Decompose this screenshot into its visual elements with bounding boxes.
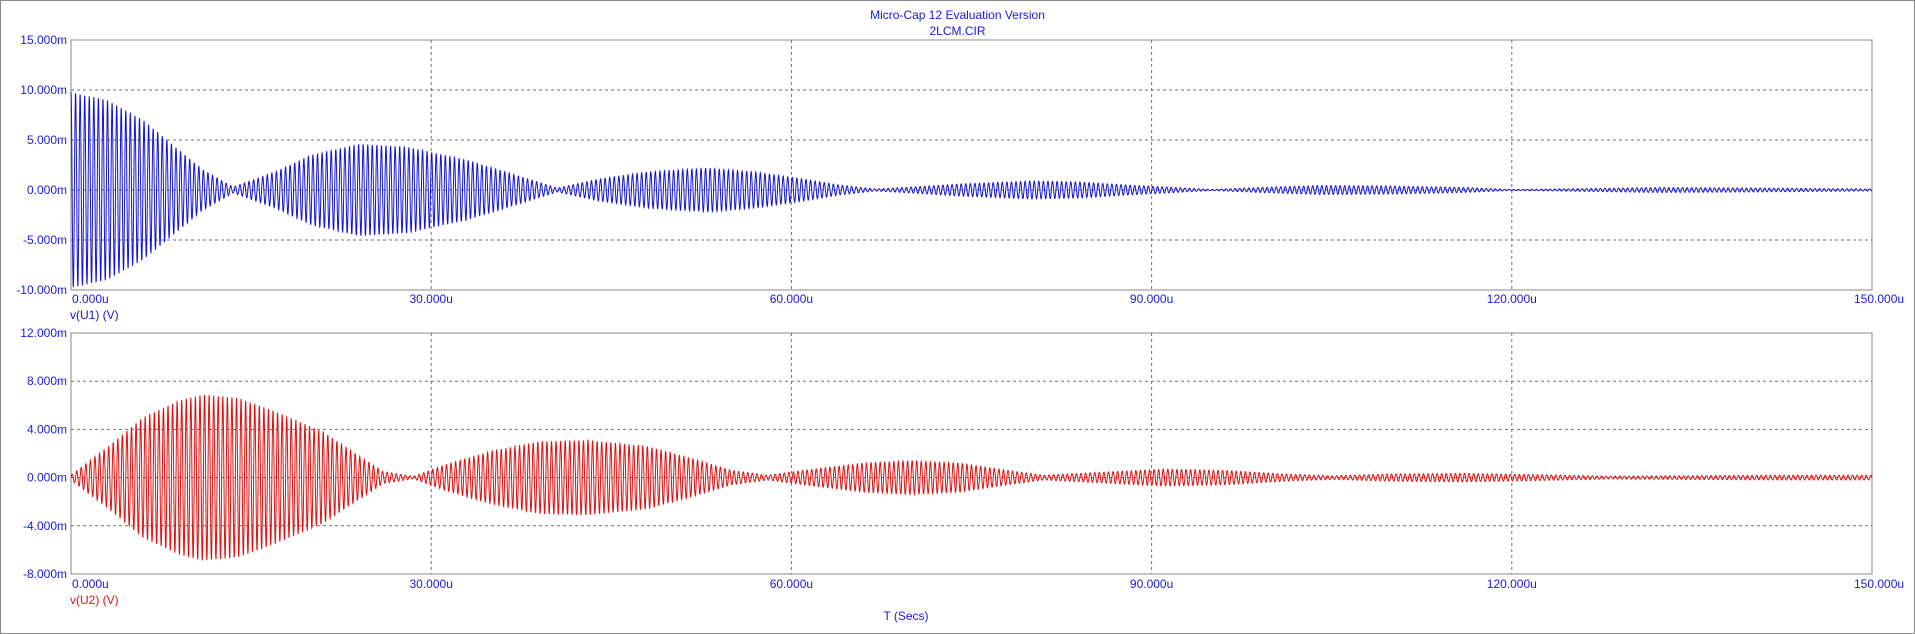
chart-subtitle: 2LCM.CIR	[929, 24, 986, 38]
x-tick-label: 120.000u	[1487, 292, 1537, 306]
y-tick-label: 10.000m	[20, 83, 67, 97]
x-tick-label: 60.000u	[770, 292, 813, 306]
x-tick-label: 150.000u	[1854, 577, 1904, 591]
x-tick-label: 90.000u	[1130, 292, 1173, 306]
y-tick-label: 0.000m	[27, 183, 67, 197]
y-axis-label: v(U2) (V)	[70, 593, 119, 607]
y-tick-label: -8.000m	[23, 567, 67, 581]
x-axis-label: T (Secs)	[883, 609, 928, 623]
y-tick-label: -10.000m	[16, 283, 67, 297]
series-line	[70, 91, 1873, 288]
chart-title: Micro-Cap 12 Evaluation Version	[870, 8, 1045, 22]
y-tick-label: 15.000m	[20, 33, 67, 47]
x-tick-label: 60.000u	[770, 577, 813, 591]
y-tick-label: 12.000m	[20, 326, 67, 340]
series-line	[70, 394, 1873, 561]
y-tick-label: 8.000m	[27, 374, 67, 388]
x-tick-label: 0.000u	[72, 577, 109, 591]
x-tick-label: 120.000u	[1487, 577, 1537, 591]
y-tick-label: 4.000m	[27, 422, 67, 436]
plot-area-2	[70, 332, 1873, 575]
x-tick-label: 90.000u	[1130, 577, 1173, 591]
y-tick-label: -4.000m	[23, 519, 67, 533]
y-tick-label: 0.000m	[27, 471, 67, 485]
x-tick-label: 30.000u	[410, 292, 453, 306]
x-tick-label: 150.000u	[1854, 292, 1904, 306]
y-tick-label: -5.000m	[23, 233, 67, 247]
y-axis-label: v(U1) (V)	[70, 308, 119, 322]
plot-area-1	[70, 39, 1873, 291]
y-tick-label: 5.000m	[27, 133, 67, 147]
x-tick-label: 30.000u	[410, 577, 453, 591]
x-tick-label: 0.000u	[72, 292, 109, 306]
